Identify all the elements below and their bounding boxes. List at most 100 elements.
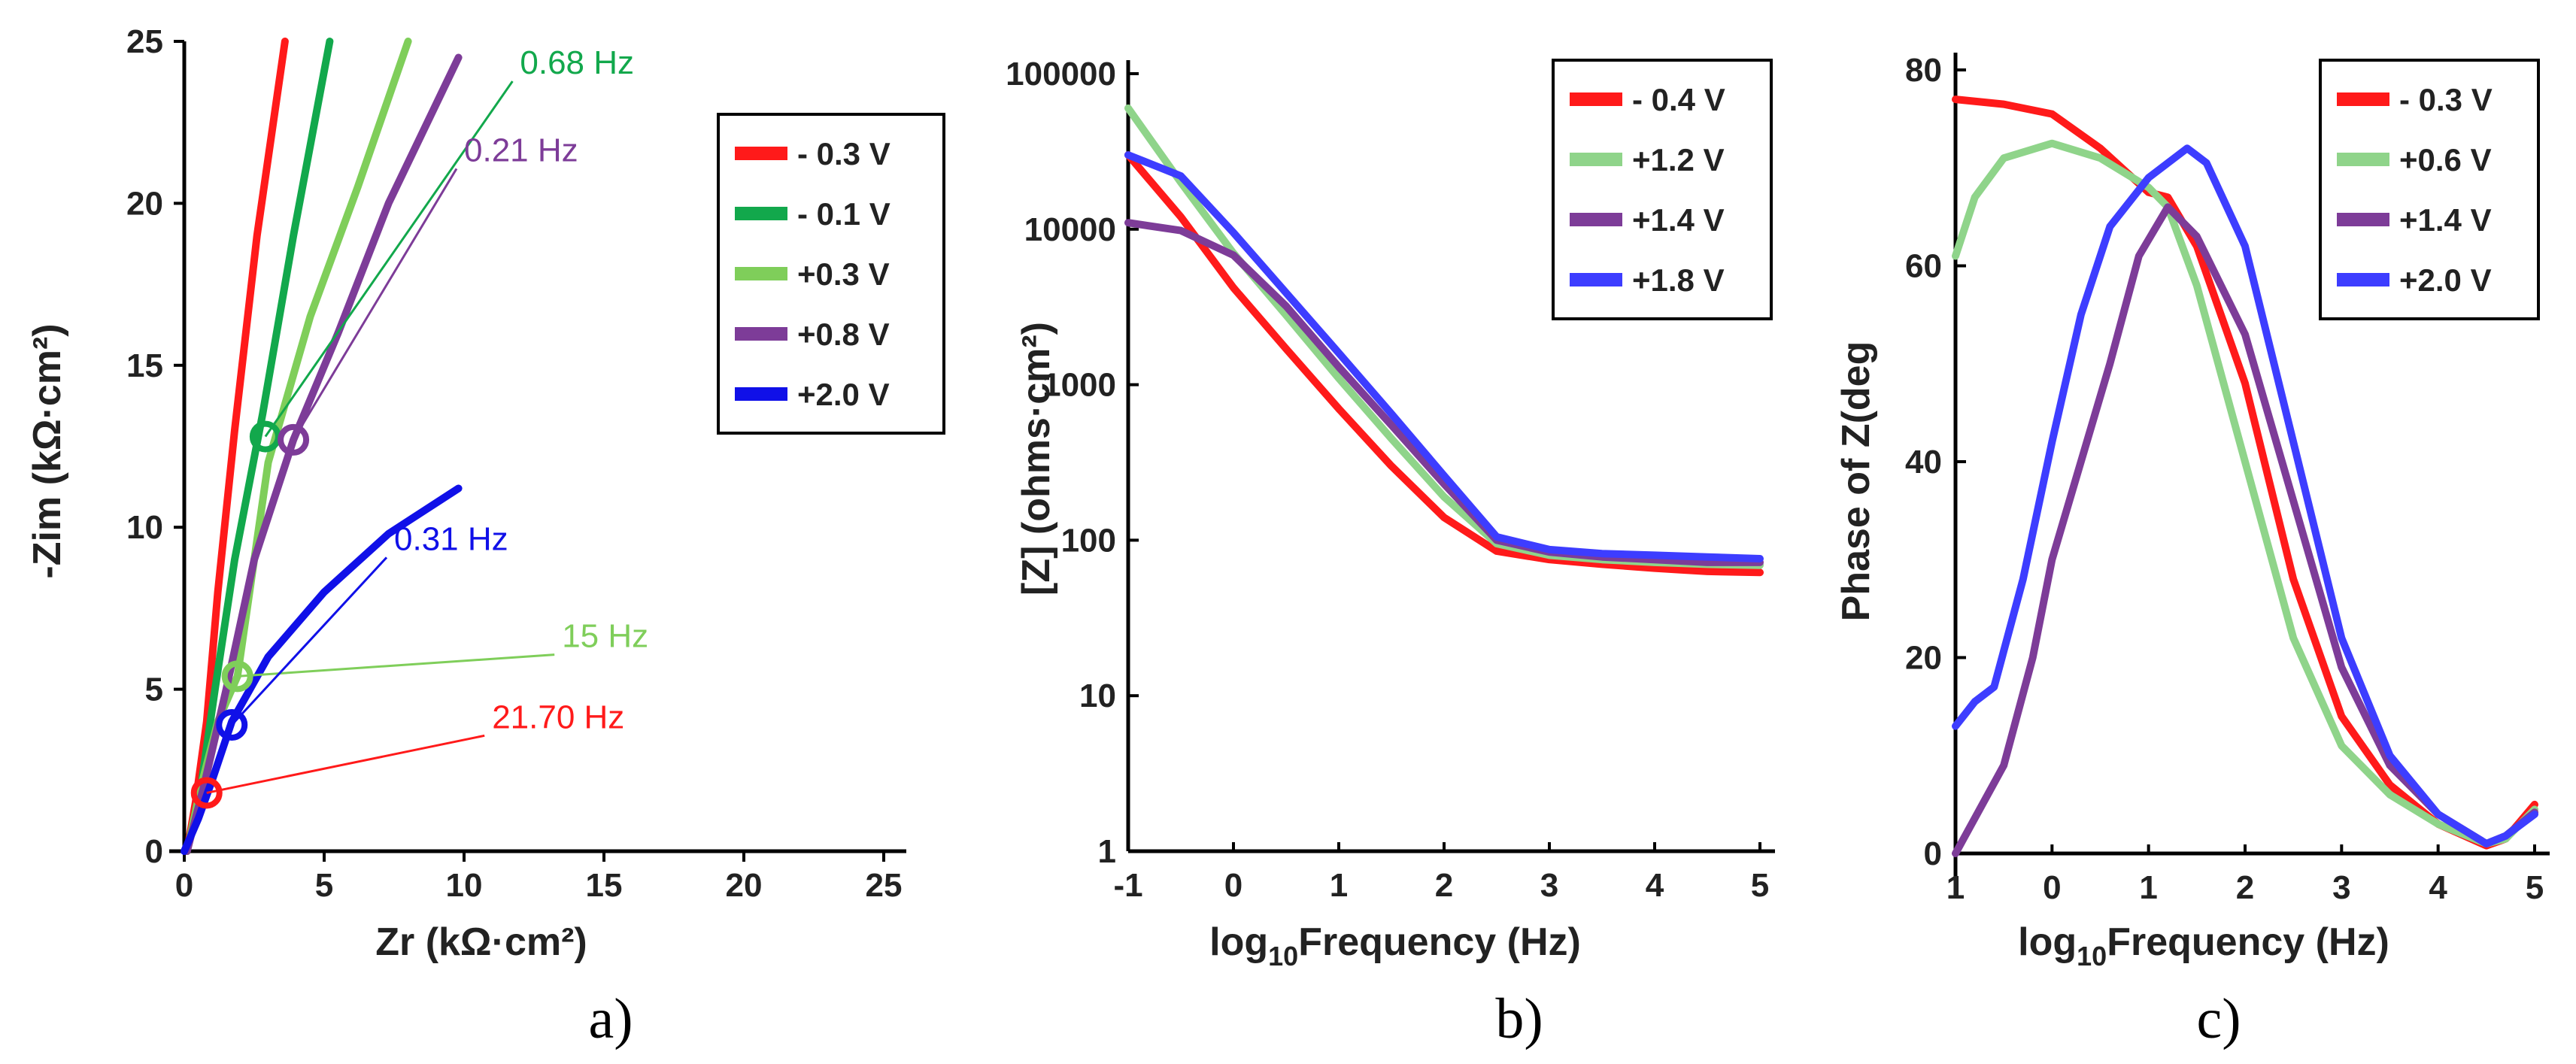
panel-a-marker-0-3-v: [190, 777, 223, 809]
panel-b-xtick-label: 5: [1751, 867, 1769, 904]
panel-b-series-1-8-v: [1124, 151, 1764, 562]
panel-a-xtick-label: 20: [726, 867, 763, 904]
panel-a-annot-leader-0-3-v: [237, 653, 555, 678]
panel-a-xtick-label: 10: [446, 867, 483, 904]
panel-a-annot-leader-0-1-v: [264, 80, 514, 438]
panel-b-legend: - 0.4 V +1.2 V +1.4 V +1.8 V: [1552, 59, 1773, 320]
xlabel-log: log: [1209, 920, 1268, 964]
panel-b-legend-label-0-4-v: - 0.4 V: [1632, 82, 1725, 117]
panel-a-ytick-label: 10: [126, 509, 163, 546]
panel-c-label: c): [2196, 987, 2241, 1050]
panel-a-annot-label-0-1-v: 0.68 Hz: [520, 44, 634, 81]
panel-a-legend-label-0-3-v: +0.3 V: [797, 256, 890, 292]
panel-a-xtick-label: 0: [175, 867, 193, 904]
panel-b-xtick-label: 1: [1330, 867, 1348, 904]
panel-b-ytick-label: 100: [1061, 522, 1116, 559]
panel-a-series: [181, 38, 463, 855]
panel-b-xtick-label: 2: [1435, 867, 1453, 904]
panel-b-ytick-label: 100000: [1006, 56, 1116, 92]
panel-c-legend: - 0.3 V +0.6 V +1.4 V +2.0 V: [2319, 59, 2540, 320]
panel-a-marker-0-3-v: [221, 660, 253, 693]
panel-a-legend: - 0.3 V - 0.1 V +0.3 V +0.8 V +2.0 V: [717, 113, 945, 435]
panel-c-xtick-label: 1: [1946, 869, 1965, 906]
panel-b-bode-magnitude-plot: -1 0 1 2 3 4 5 1 10 100 1000 10000 100000 - 0.4 V +1.…: [1006, 56, 1775, 1050]
panel-c-series-0-6-v: [1952, 139, 2538, 847]
panel-a-annot-label-2-0-v: 0.31 Hz: [394, 520, 508, 557]
panel-b-xtick-label: 3: [1540, 867, 1558, 904]
panel-b-series-1-4-v: [1124, 219, 1764, 566]
panel-b-series-0-4-v: [1124, 151, 1764, 577]
panel-a-nyquist-plot: 0 5 10 15 20 25 0 5 10 15 20 25 21.70 Hz 0.68 Hz 15 H…: [26, 23, 945, 1050]
panel-c-xlabel: log10Frequency (Hz): [2018, 920, 2389, 972]
panel-a-series-2-0-v: [181, 484, 463, 855]
xlabel-subscript: 10: [1268, 941, 1298, 972]
panel-c-ylabel: Phase of Z(deg: [1834, 341, 1878, 622]
panel-b-legend-label-1-4-v: +1.4 V: [1632, 202, 1725, 238]
panel-b-ytick-label: 1000: [1042, 367, 1116, 404]
panel-a-ytick-label: 15: [126, 347, 163, 384]
panel-a-legend-label-0-8-v: +0.8 V: [797, 317, 890, 352]
panel-c-xtick-label: 2: [2236, 869, 2254, 906]
panel-c-ytick-label: 80: [1905, 52, 1942, 89]
panel-a-series-0-8-v: [183, 53, 463, 855]
panel-c-ytick-label: 0: [1924, 835, 1942, 872]
panel-b-ytick-label: 10000: [1024, 211, 1116, 248]
xlabel-rest: Frequency (Hz): [1298, 920, 1581, 964]
panel-b-ylabel: [Z] (ohms·cm²): [1015, 322, 1058, 596]
panel-a-legend-label-0-1-v: - 0.1 V: [797, 196, 891, 232]
panel-a-ylabel: -Zim (kΩ·cm²): [26, 323, 69, 578]
xlabel-subscript: 10: [2077, 941, 2107, 972]
panel-a-xlabel: Zr (kΩ·cm²): [375, 920, 587, 964]
panel-a-marker-2-0-v: [216, 708, 248, 741]
panel-b-xtick-label: -1: [1113, 867, 1142, 904]
panel-c-ytick-label: 40: [1905, 444, 1942, 480]
panel-a-annot-label-0-3-v: 21.70 Hz: [492, 699, 624, 735]
panel-b-ytick-label: 10: [1079, 678, 1116, 714]
panel-c-ytick-label: 20: [1905, 640, 1942, 677]
panel-a-xtick-label: 25: [866, 867, 903, 904]
panel-a-label: a): [588, 987, 633, 1050]
panel-c-xtick-label: 3: [2332, 869, 2350, 906]
panel-a-ytick-label: 0: [145, 833, 163, 870]
panel-a-ytick-label: 20: [126, 185, 163, 222]
panel-b-xlabel: log10Frequency (Hz): [1209, 920, 1581, 972]
panel-b-legend-label-1-8-v: +1.8 V: [1632, 262, 1725, 298]
panel-a-legend-label-0-3-v: - 0.3 V: [797, 136, 891, 171]
panel-b-xtick-label: 0: [1224, 867, 1242, 904]
panel-c-xtick-label: 5: [2526, 869, 2544, 906]
panel-c-xtick-label: 0: [2043, 869, 2061, 906]
panel-a-xtick-label: 5: [315, 867, 333, 904]
panel-b-label: b): [1495, 987, 1543, 1050]
panel-a-marker-0-8-v: [278, 423, 310, 456]
panel-a-annotations: 21.70 Hz 0.68 Hz 15 Hz 0.21 Hz 0.31 Hz: [190, 44, 648, 809]
panel-a-annot-label-0-8-v: 0.21 Hz: [464, 132, 578, 168]
xlabel-log: log: [2018, 920, 2077, 964]
panel-c-xtick-label: 1: [2139, 869, 2157, 906]
panel-a-annot-leader-2-0-v: [231, 556, 388, 726]
panel-b-ytick-label: 1: [1098, 833, 1116, 870]
panel-a-axes: 0 5 10 15 20 25 0 5 10 15 20 25: [126, 23, 906, 904]
panel-b-xtick-label: 4: [1646, 867, 1664, 904]
panel-c-legend-label-1-4-v: +1.4 V: [2399, 202, 2492, 238]
panel-a-ytick-label: 5: [145, 671, 163, 708]
panel-c-series-2-0-v: [1952, 144, 2538, 847]
panel-c-legend-label-0-3-v: - 0.3 V: [2399, 82, 2493, 117]
xlabel-rest: Frequency (Hz): [2107, 920, 2389, 964]
panel-b-legend-label-1-2-v: +1.2 V: [1632, 142, 1725, 177]
panel-a-legend-label-2-0-v: +2.0 V: [797, 377, 890, 412]
panel-a-xtick-label: 15: [586, 867, 623, 904]
panel-b-series: [1124, 104, 1764, 577]
panel-b-axes: -1 0 1 2 3 4 5 1 10 100 1000 10000 100000: [1006, 56, 1775, 904]
panel-c-ytick-label: 60: [1905, 248, 1942, 285]
panel-a-ytick-label: 25: [126, 23, 163, 60]
panel-a-annot-label-0-3-v: 15 Hz: [562, 618, 648, 655]
panel-a-annot-leader-0-8-v: [292, 168, 458, 441]
panel-c-series: [1952, 95, 2538, 857]
panel-a-annot-leader-0-3-v: [206, 734, 485, 794]
panel-c-xtick-label: 4: [2429, 869, 2447, 906]
panel-c-legend-label-2-0-v: +2.0 V: [2399, 262, 2492, 298]
panel-c-legend-label-0-6-v: +0.6 V: [2399, 142, 2492, 177]
